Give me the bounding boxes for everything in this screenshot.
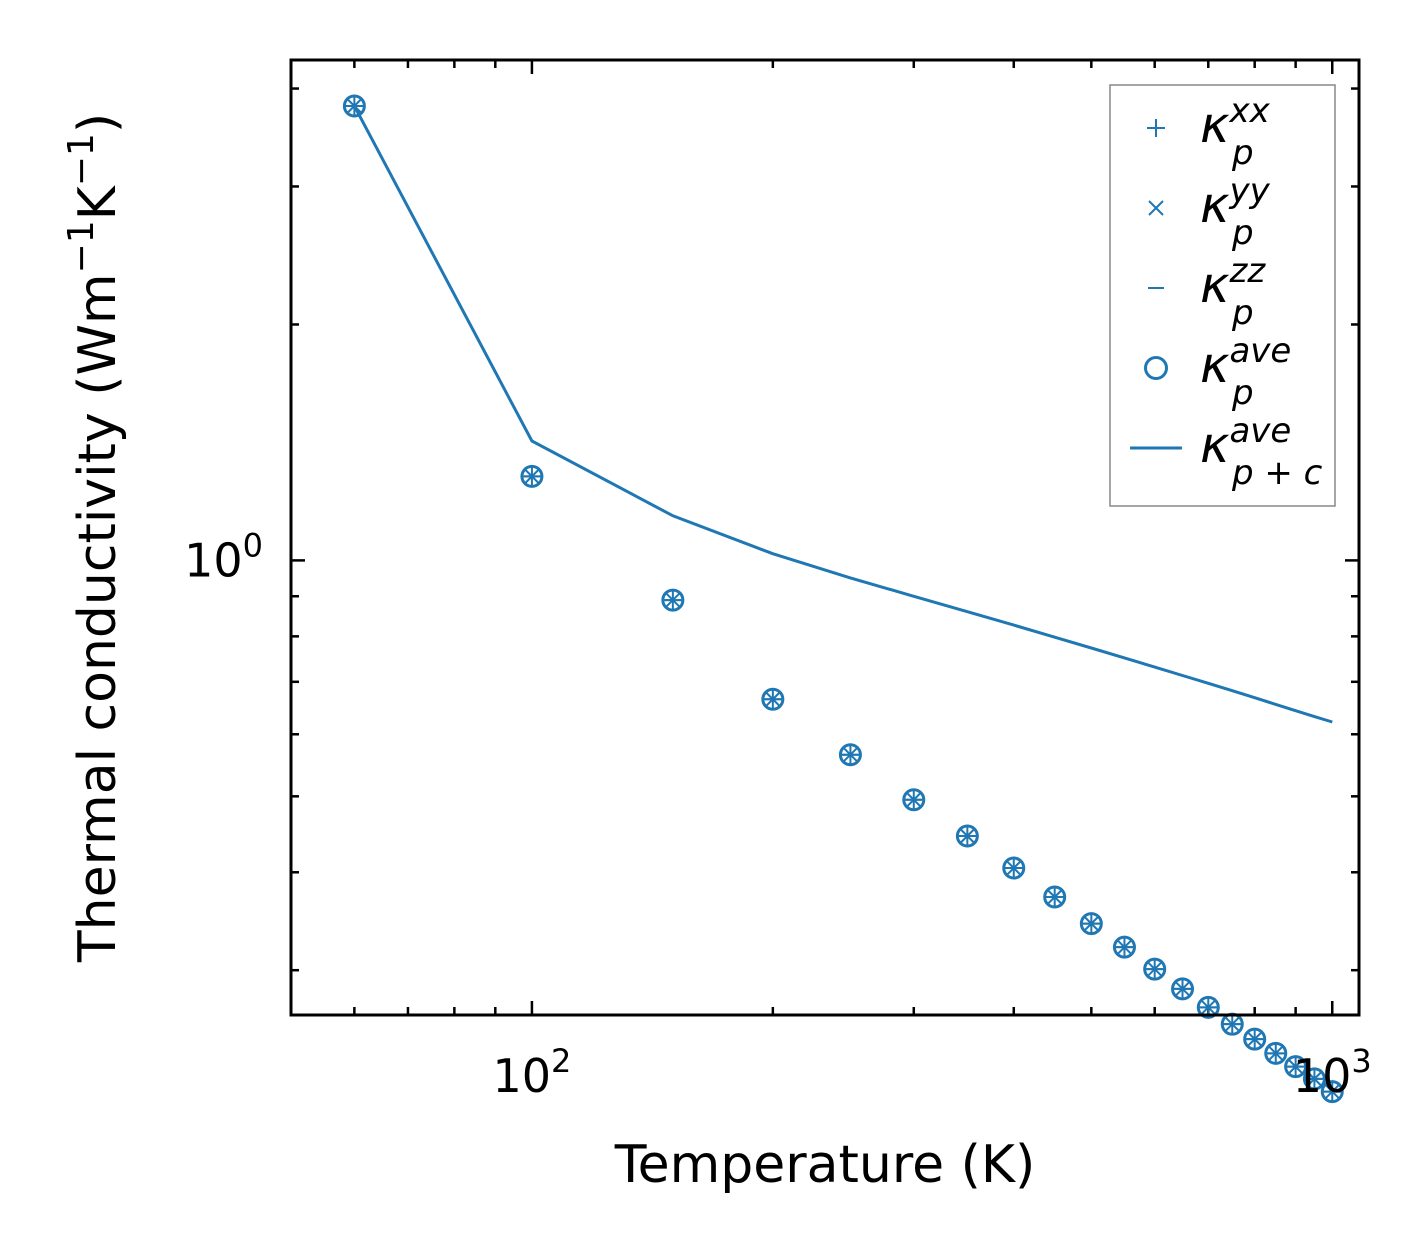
data-point-circle: [1112, 935, 1136, 959]
data-point-circle: [661, 588, 685, 612]
legend-marker-x: [1148, 200, 1164, 216]
data-point-circle: [520, 464, 544, 488]
legend-superscript: xx: [1228, 91, 1270, 131]
data-point-circle: [902, 788, 926, 812]
legend-label: κyy p: [1200, 171, 1271, 253]
x-tick-label: 102: [492, 1042, 571, 1103]
tick-label-base: 10: [492, 1049, 551, 1103]
x-tick-label: 103: [1293, 1042, 1372, 1103]
tick-label-exponent: 2: [551, 1042, 571, 1080]
legend-label: κzz p: [1200, 251, 1266, 333]
legend-symbol: κ: [1200, 256, 1230, 314]
data-layer: [342, 94, 1344, 1104]
data-point-circle: [342, 94, 366, 118]
legend-subscript: p: [1231, 213, 1254, 253]
data-point-circle: [1079, 912, 1103, 936]
legend-marker-circle: [1144, 356, 1168, 380]
data-point-circle: [1264, 1041, 1288, 1065]
legend-symbol: κ: [1200, 416, 1230, 474]
plot-frame: [289, 58, 1361, 1017]
y-axis-label-part: −1: [61, 220, 102, 273]
series-hline-points: [346, 105, 1341, 1093]
data-point-circle: [955, 824, 979, 848]
legend-symbol: κ: [1200, 176, 1230, 234]
data-point-circle: [1043, 885, 1067, 909]
data-point-circle: [1171, 977, 1195, 1001]
legend-marker-plus: [1147, 119, 1165, 137]
legend-superscript: yy: [1228, 171, 1270, 211]
data-point-circle: [1243, 1027, 1267, 1051]
legend-label: κave p + c: [1200, 411, 1323, 493]
tick-label-base: 10: [184, 533, 243, 587]
series-circle-points: [342, 94, 1344, 1104]
legend-subscript: p: [1231, 373, 1254, 413]
y-tick-label: 100: [184, 526, 263, 587]
legend-subscript: p: [1231, 293, 1254, 333]
data-point-circle: [1002, 856, 1026, 880]
legend-symbol: κ: [1200, 96, 1230, 154]
data-point-circle: [1143, 957, 1167, 981]
y-axis-label-part: ): [68, 113, 128, 133]
legend-superscript: ave: [1229, 331, 1291, 371]
y-axis-label-part: Thermal conductivity (Wm: [68, 273, 128, 963]
legend-subscript: p: [1231, 133, 1254, 173]
series-line-kappa-p-plus-c-ave: [353, 105, 1333, 724]
legend-superscript: ave: [1229, 411, 1291, 451]
legend-label: κxx p: [1200, 91, 1271, 173]
data-point-circle: [1320, 1080, 1344, 1104]
legend-superscript: zz: [1228, 251, 1266, 291]
tick-label-base: 10: [1293, 1049, 1352, 1103]
y-axis-label: Thermal conductivity (Wm−1K−1): [61, 113, 128, 963]
y-axis-label-part: K: [68, 184, 128, 220]
tick-label-exponent: 0: [243, 526, 263, 564]
data-point-circle: [838, 743, 862, 767]
legend-subscript: p + c: [1231, 453, 1323, 493]
legend-symbol: κ: [1200, 336, 1230, 394]
y-axis-label-part: −1: [61, 133, 102, 186]
data-point-circle: [1196, 995, 1220, 1019]
data-point-circle: [1284, 1055, 1308, 1079]
x-axis-label: Temperature (K): [614, 1135, 1036, 1195]
tick-label-exponent: 3: [1351, 1042, 1371, 1080]
data-point-circle: [1302, 1067, 1326, 1091]
data-point-circle: [761, 687, 785, 711]
legend-label: κave p: [1200, 331, 1291, 413]
legend-box: [1109, 84, 1336, 507]
